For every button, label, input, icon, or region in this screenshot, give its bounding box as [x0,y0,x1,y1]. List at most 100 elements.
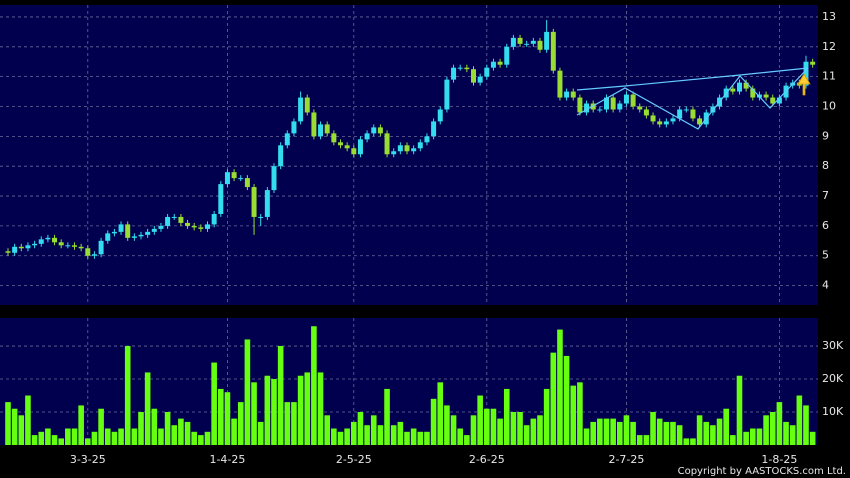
volume-bar [370,415,377,445]
volume-bar [563,355,570,445]
candle-body [25,245,31,249]
candle-body [737,82,742,92]
candle-body [604,97,609,110]
candle-body [650,115,656,122]
candle-body [251,187,257,217]
candle-body [58,242,64,246]
volume-bar [617,421,623,445]
arrow-marker [797,73,811,96]
volume-bar [291,402,297,445]
candle-body [298,97,304,122]
candle-body [278,145,284,167]
candle-body [770,97,776,104]
volume-bar [51,435,58,445]
candle-body [471,69,476,83]
y-tick-label: 30K [822,339,844,352]
candle-body [185,222,191,226]
candle-body [198,227,204,229]
candle-body [457,67,463,69]
candle-body [211,213,217,225]
y-tick-label: 11 [822,70,836,83]
volume-bar [204,431,211,445]
volume-bar [284,402,291,445]
candle-body [497,61,503,65]
candle-body [810,61,816,65]
candle-body [424,136,430,143]
volume-bar [783,421,789,445]
volume-bar [45,428,51,445]
candle-body [550,31,556,71]
volume-bar [158,428,164,445]
volume-bar [517,412,523,445]
candle-body [191,225,197,228]
volume-bar [523,425,530,445]
candle-body [384,133,390,155]
candle-body [91,254,97,256]
volume-bar [5,402,11,445]
candle-body [131,236,137,238]
volume-bar [124,346,131,445]
candle-body [763,94,769,98]
volume-bar [244,339,251,445]
candle-body [557,70,563,98]
volume-bar [769,412,776,445]
candle-body [338,142,343,146]
volume-bar [337,431,344,445]
candle-body [318,124,324,137]
candle-body [72,245,77,247]
plot-layer [0,5,818,445]
candle-body [397,145,403,152]
volume-bar [357,412,364,445]
y-tick-label: 8 [822,159,829,172]
candle-body [623,94,629,104]
volume-bar [663,421,670,445]
volume-bar [723,408,729,445]
volume-bar [450,415,457,445]
volume-bar [351,421,357,445]
candle-body [610,97,616,110]
volume-bar [730,435,736,445]
volume-bar [144,372,151,445]
volume-bar [630,421,636,445]
y-tick-label: 6 [822,219,829,232]
candle-body [391,151,397,155]
candle-body [464,67,470,70]
candle-body [510,37,516,47]
candle-body [437,109,443,122]
volume-bar [464,435,470,445]
volume-bar [18,415,25,445]
copyright: Copyright by AASTOCKS.com Ltd. [678,466,846,477]
volume-bar [277,346,284,445]
candle-body [776,97,782,104]
candle-body [803,61,809,86]
candle-body [65,245,71,247]
candle-body [171,216,177,218]
volume-bar [38,431,45,445]
candle-body [125,224,131,238]
candle-body [677,109,683,119]
candle-body [271,166,277,191]
volume-panel [0,318,818,445]
candle-body [597,109,603,111]
candle-body [577,97,583,113]
candle-body [544,31,550,50]
volume-bar [597,418,603,445]
volume-bar [477,395,483,445]
x-tick-label: 3-3-25 [70,453,106,466]
candle-body [12,246,18,253]
candle-body [504,46,510,65]
volume-bar [603,418,610,445]
y-tick-label: 7 [822,189,829,202]
x-tick-label: 2-6-25 [469,453,505,466]
candle-body [32,243,38,246]
candle-body [451,67,457,80]
volume-bar [643,435,650,445]
volume-bar [656,418,663,445]
volume-bar [264,375,271,445]
volume-bar [390,425,397,445]
volume-bar [138,412,144,445]
candle-body [165,216,171,226]
volume-bar [703,421,710,445]
volume-bar [304,372,311,445]
volume-bar [198,435,204,445]
